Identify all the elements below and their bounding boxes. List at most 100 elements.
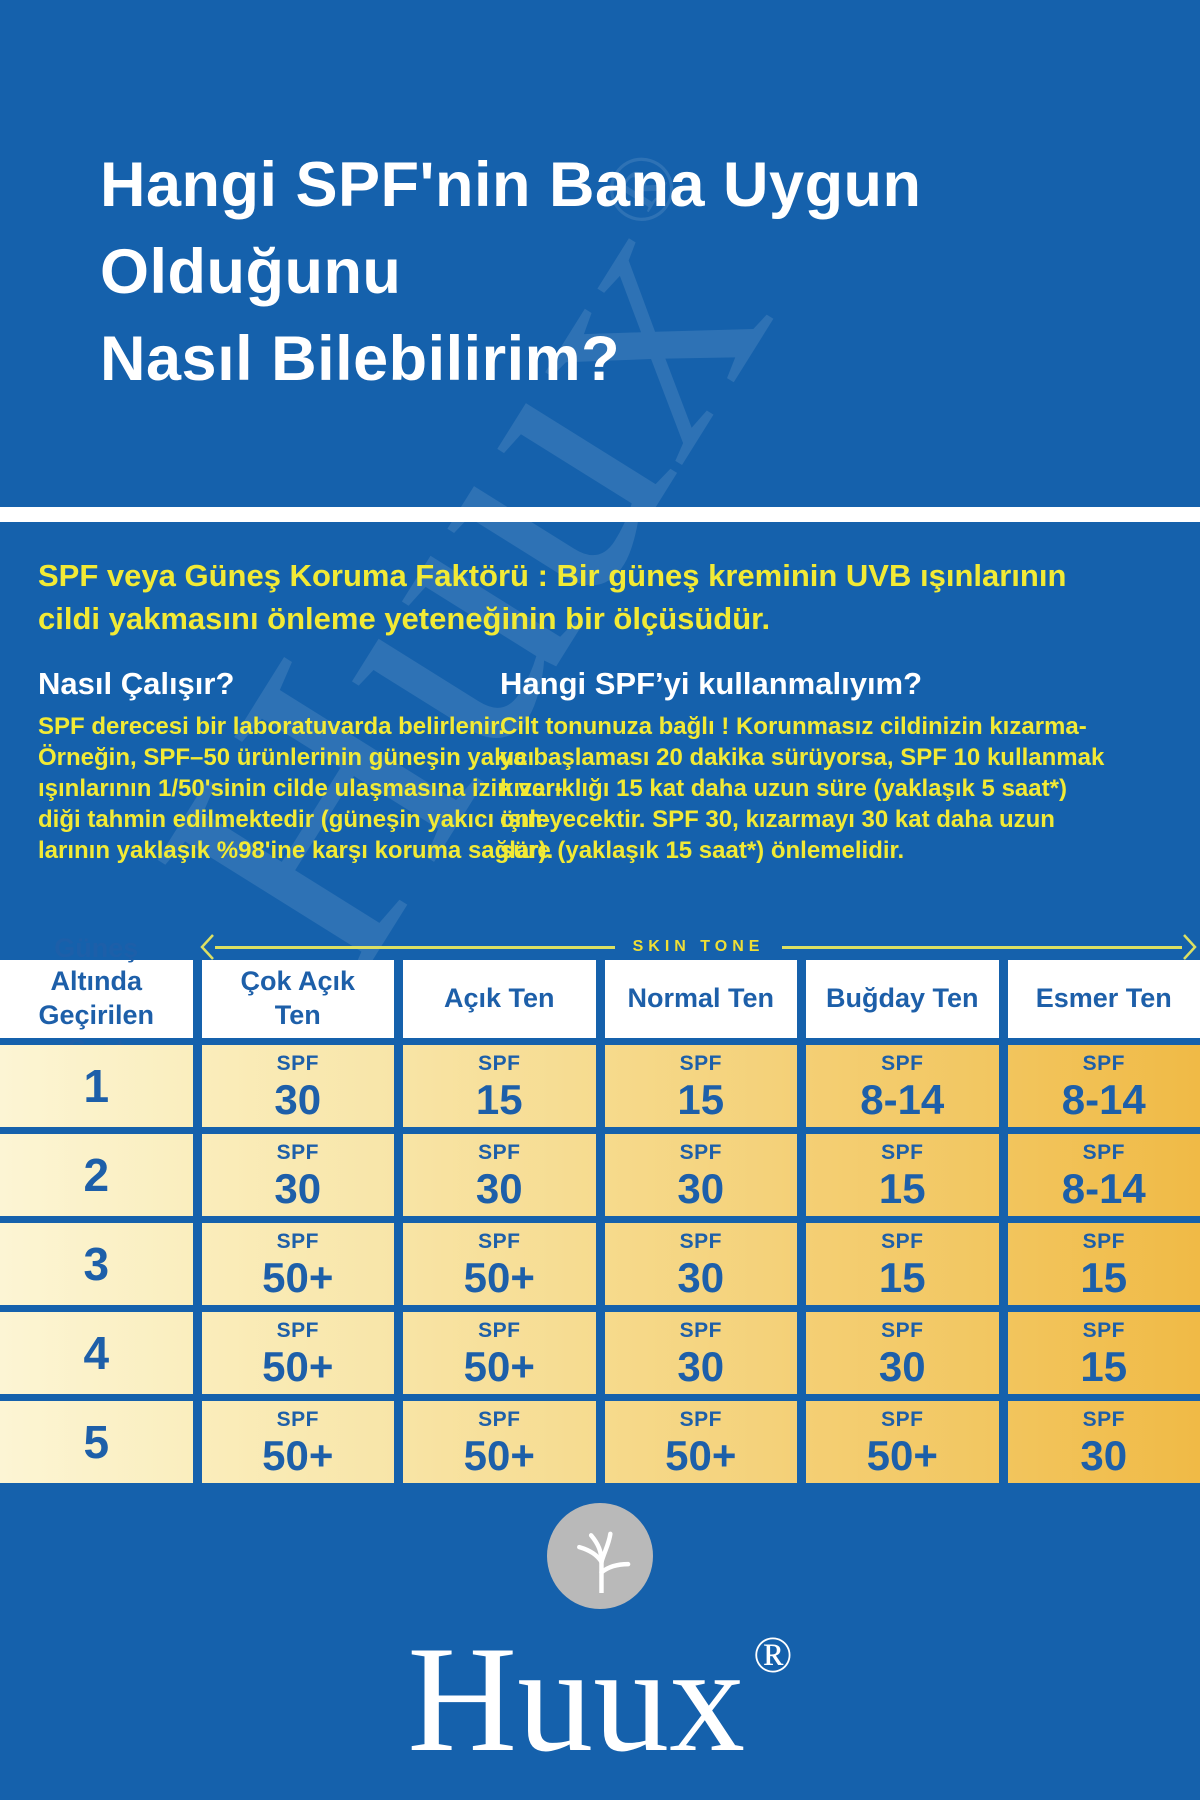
spf-value: 30 (878, 1342, 926, 1390)
hours-value: 3 (83, 1238, 110, 1290)
body-line: diği tahmin edilmektedir (güneşin yakıcı… (38, 806, 551, 833)
spf-cell: SPF 15 (1007, 1312, 1200, 1394)
spf-value: 15 (1080, 1253, 1128, 1301)
brand-name: Huux (407, 1615, 746, 1783)
table-header-cell: Çok Açık Ten (201, 960, 394, 1038)
spf-label: SPF (478, 1318, 521, 1342)
spf-cell: SPF 8-14 (1007, 1134, 1200, 1216)
table-header-cell: Buğday Ten (806, 960, 999, 1038)
how-it-works-body: SPF derecesi bir laboratuvarda belirleni… (38, 711, 563, 866)
spf-label: SPF (478, 1051, 521, 1075)
spf-label: SPF (1082, 1407, 1125, 1431)
spf-cell: SPF 15 (1007, 1223, 1200, 1305)
spf-value: 50+ (262, 1253, 334, 1301)
spf-value: 50+ (866, 1431, 938, 1479)
spf-cell: SPF 15 (604, 1045, 797, 1127)
spf-value: 50+ (262, 1342, 334, 1390)
spf-value: 30 (1080, 1431, 1128, 1479)
hours-cell: 5 (0, 1401, 193, 1483)
spf-cell: SPF 50+ (201, 1312, 394, 1394)
spf-value: 30 (677, 1164, 725, 1212)
which-spf-body: Cilt tonunuza bağlı ! Korunmasız cildini… (500, 711, 1104, 866)
spf-label: SPF (276, 1318, 319, 1342)
spf-value: 15 (475, 1075, 523, 1123)
body-line: süre (yaklaşık 15 saat*) önlemelidir. (500, 837, 905, 864)
spf-cell: SPF 30 (604, 1223, 797, 1305)
arrow-line (215, 945, 615, 949)
spf-label: SPF (679, 1051, 722, 1075)
skin-tone-label: SKIN TONE (632, 938, 765, 955)
spf-label: SPF (1082, 1318, 1125, 1342)
intro-line-2: cildi yakmasını önleme yeteneğinin bir ö… (38, 601, 771, 636)
spf-cell: SPF 50+ (403, 1401, 596, 1483)
spf-label: SPF (478, 1407, 521, 1431)
spf-label: SPF (881, 1318, 924, 1342)
title-line-3: Nasıl Bilebilirim? (100, 324, 621, 394)
spf-cell: SPF 50+ (403, 1223, 596, 1305)
table-header-cell: Açık Ten (403, 960, 596, 1038)
how-it-works-heading: Nasıl Çalışır? (38, 666, 235, 701)
spf-value: 15 (878, 1253, 926, 1301)
spf-cell: SPF 8-14 (1007, 1045, 1200, 1127)
title-line-1: Hangi SPF'nin Bana Uygun (100, 150, 922, 220)
spf-cell: SPF 30 (1007, 1401, 1200, 1483)
spf-value: 15 (677, 1075, 725, 1123)
body-line: kızarıklığı 15 kat daha uzun süre (yakla… (500, 775, 1067, 802)
spf-label: SPF (881, 1051, 924, 1075)
body-line: Örneğin, SPF–50 ürünlerinin güneşin yakı… (38, 744, 535, 771)
hours-value: 2 (83, 1149, 110, 1201)
hours-cell: 4 (0, 1312, 193, 1394)
spf-value: 8-14 (860, 1075, 945, 1123)
body-line: ışınlarının 1/50'sinin cilde ulaşmasına … (38, 775, 563, 802)
body-line: ya başlaması 20 dakika sürüyorsa, SPF 10… (500, 744, 1105, 771)
spf-cell: SPF 8-14 (806, 1045, 999, 1127)
spf-label: SPF (679, 1407, 722, 1431)
spf-label: SPF (478, 1229, 521, 1253)
section-which-spf: Hangi SPF’yi kullanmalıyım? Cilt tonunuz… (500, 666, 1104, 866)
intro-text: SPF veya Güneş Koruma Faktörü : Bir güne… (38, 554, 1066, 640)
spf-cell: SPF 30 (604, 1134, 797, 1216)
spf-value: 8-14 (1061, 1075, 1146, 1123)
spf-cell: SPF 50+ (201, 1223, 394, 1305)
spf-label: SPF (881, 1229, 924, 1253)
spf-label: SPF (1082, 1229, 1125, 1253)
spf-cell: SPF 15 (403, 1045, 596, 1127)
spf-label: SPF (1082, 1140, 1125, 1164)
spf-value: 30 (677, 1342, 725, 1390)
hours-cell: 2 (0, 1134, 193, 1216)
spf-label: SPF (276, 1140, 319, 1164)
spf-cell: SPF 30 (403, 1134, 596, 1216)
spf-value: 50+ (463, 1431, 535, 1479)
spf-cell: SPF 30 (201, 1134, 394, 1216)
spf-cell: SPF 30 (201, 1045, 394, 1127)
body-line: larının yaklaşık %98'ine karşı koruma sa… (38, 837, 554, 864)
spf-value: 15 (1080, 1342, 1128, 1390)
hours-value: 4 (83, 1327, 110, 1379)
spf-value: 30 (475, 1164, 523, 1212)
spf-value: 50+ (463, 1342, 535, 1390)
body-line: SPF derecesi bir laboratuvarda belirleni… (38, 713, 505, 740)
hours-value: 1 (83, 1060, 110, 1112)
spf-cell: SPF 15 (806, 1134, 999, 1216)
body-line: önleyecektir. SPF 30, kızarmayı 30 kat d… (500, 806, 1055, 833)
spf-cell: SPF 50+ (403, 1312, 596, 1394)
hours-header-cell: Güneş Altında Geçirilen Saat (0, 933, 193, 1064)
spf-value: 50+ (463, 1253, 535, 1301)
spf-cell: SPF 30 (604, 1312, 797, 1394)
spf-value: 15 (878, 1164, 926, 1212)
spf-label: SPF (478, 1140, 521, 1164)
spf-table: Güneş Altında Geçirilen Saat Çok Açık Te… (0, 933, 1200, 1483)
skin-tone-header: SKIN TONE (200, 932, 1197, 962)
spf-cell: SPF 15 (806, 1223, 999, 1305)
spf-cell: SPF 50+ (806, 1401, 999, 1483)
brand-logo: Huux ® (0, 1612, 1200, 1787)
body-line: Cilt tonunuza bağlı ! Korunmasız cildini… (500, 713, 1087, 740)
spf-cell: SPF 30 (806, 1312, 999, 1394)
logo-circle (547, 1503, 653, 1609)
spf-label: SPF (679, 1140, 722, 1164)
arrow-line (782, 945, 1183, 949)
hours-cell: 1 (0, 1045, 193, 1127)
spf-value: 30 (274, 1075, 322, 1123)
tree-icon (577, 1531, 631, 1593)
